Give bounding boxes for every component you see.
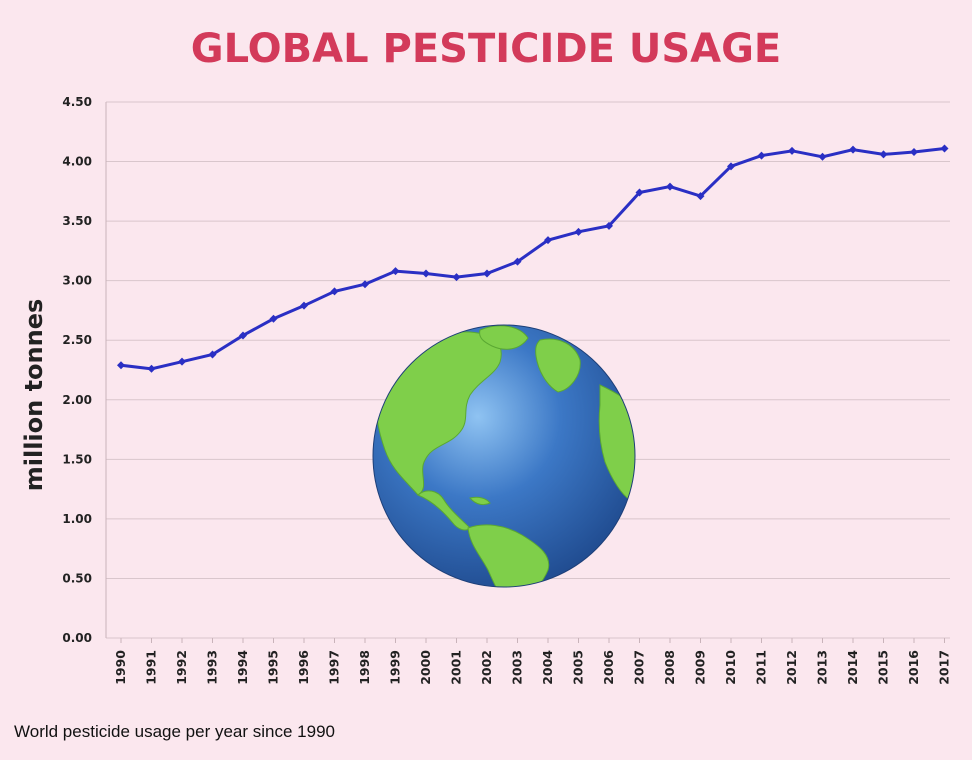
x-tick-label: 2016 bbox=[906, 650, 921, 685]
x-tick-label: 2007 bbox=[632, 650, 647, 685]
x-tick-label: 2014 bbox=[845, 650, 860, 685]
x-tick-label: 1995 bbox=[266, 650, 281, 685]
caption: World pesticide usage per year since 199… bbox=[14, 722, 335, 741]
data-point bbox=[788, 146, 796, 155]
data-point bbox=[391, 267, 400, 276]
y-tick-label: 2.00 bbox=[62, 393, 92, 407]
x-tick-label: 1992 bbox=[174, 650, 189, 685]
y-tick-label: 0.50 bbox=[62, 571, 92, 585]
x-tick-label: 2003 bbox=[510, 650, 525, 685]
x-tick-label: 1999 bbox=[388, 650, 403, 685]
x-tick-label: 2013 bbox=[815, 650, 830, 685]
x-tick-label: 2012 bbox=[784, 650, 799, 685]
data-point bbox=[452, 273, 461, 282]
x-tick-label: 2002 bbox=[479, 650, 494, 685]
data-point bbox=[940, 144, 949, 153]
data-point bbox=[147, 364, 156, 373]
data-point bbox=[483, 269, 491, 278]
data-point bbox=[361, 280, 369, 289]
y-tick-label: 3.00 bbox=[62, 274, 92, 288]
data-point bbox=[849, 145, 857, 154]
x-tick-label: 1993 bbox=[205, 650, 220, 685]
y-axis-ticks: 0.00 0.50 1.00 1.50 2.00 2.50 3.00 3.50 4.00 4.50 bbox=[62, 95, 92, 645]
data-point bbox=[574, 227, 583, 236]
x-tick-label: 2005 bbox=[571, 650, 586, 685]
data-point bbox=[117, 361, 125, 370]
y-tick-label: 4.50 bbox=[62, 95, 92, 109]
x-tick-label: 2010 bbox=[723, 650, 738, 685]
data-point bbox=[818, 152, 827, 161]
chart-title: GLOBAL PESTICIDE USAGE bbox=[190, 26, 782, 72]
data-point bbox=[910, 148, 918, 157]
y-tick-label: 0.00 bbox=[62, 631, 92, 645]
x-tick-label: 1990 bbox=[113, 650, 128, 685]
x-tick-label: 2001 bbox=[449, 650, 464, 685]
x-tick-label: 2011 bbox=[754, 650, 769, 685]
x-tick-label: 2004 bbox=[540, 650, 555, 685]
data-point bbox=[605, 221, 613, 230]
x-tick-label: 1996 bbox=[296, 650, 311, 685]
data-point bbox=[422, 269, 430, 278]
y-tick-label: 1.00 bbox=[62, 512, 92, 526]
data-point bbox=[879, 150, 888, 159]
data-point bbox=[178, 357, 186, 366]
x-tick-label: 1994 bbox=[235, 650, 250, 685]
data-point bbox=[666, 182, 674, 191]
x-tick-label: 1997 bbox=[327, 650, 342, 685]
y-tick-label: 4.00 bbox=[62, 155, 92, 169]
data-point bbox=[269, 314, 278, 323]
x-tick-label: 2015 bbox=[876, 650, 891, 685]
y-axis-label: million tonnes bbox=[20, 299, 48, 492]
data-point bbox=[208, 350, 217, 359]
earth-globe-icon bbox=[372, 324, 636, 588]
y-tick-label: 2.50 bbox=[62, 333, 92, 347]
x-axis-ticks: 1990 1991 1992 1993 1994 1995 1996 1997 1998 1999… bbox=[113, 638, 952, 685]
data-point bbox=[727, 162, 735, 171]
x-tick-label: 1998 bbox=[357, 650, 372, 685]
y-tick-label: 3.50 bbox=[62, 214, 92, 228]
data-point bbox=[757, 151, 766, 160]
x-tick-label: 2009 bbox=[693, 650, 708, 685]
x-tick-label: 2006 bbox=[601, 650, 616, 685]
series-points bbox=[117, 144, 949, 373]
x-tick-label: 2008 bbox=[662, 650, 677, 685]
data-point bbox=[635, 188, 644, 197]
data-point bbox=[513, 257, 522, 266]
x-tick-label: 2000 bbox=[418, 650, 433, 685]
x-tick-label: 2017 bbox=[937, 650, 952, 685]
data-point bbox=[696, 192, 705, 201]
data-point bbox=[300, 301, 308, 310]
x-tick-label: 1991 bbox=[144, 650, 159, 685]
y-tick-label: 1.50 bbox=[62, 452, 92, 466]
series-line bbox=[120, 146, 945, 371]
data-point bbox=[239, 331, 247, 340]
data-point bbox=[544, 236, 552, 245]
data-point bbox=[330, 287, 339, 296]
